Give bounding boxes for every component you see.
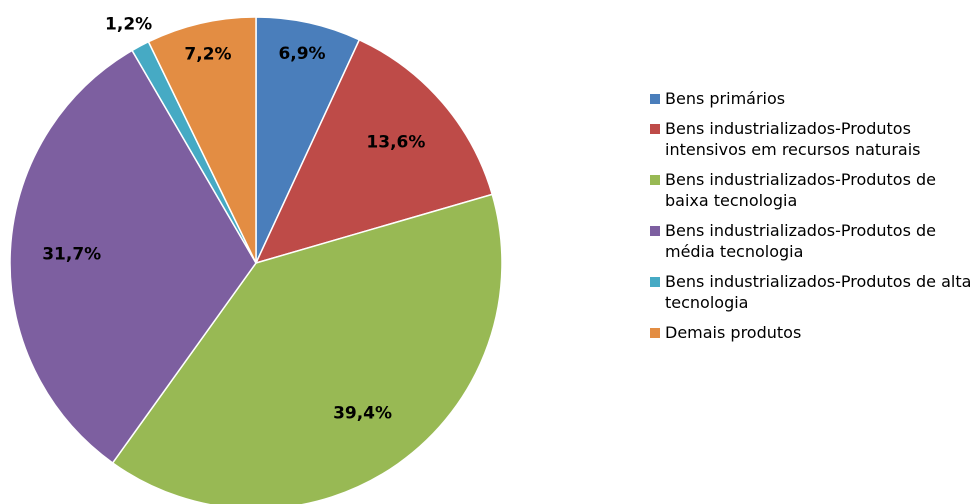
legend-label: Bens industrializados-Produtos de média … [665,221,937,261]
data-label: 39,4% [333,404,392,424]
data-label: 13,6% [366,133,425,153]
data-label: 31,7% [42,244,101,264]
legend-swatch [650,94,660,104]
legend-label: Demais produtos [665,323,802,342]
data-label: 6,9% [278,44,325,64]
legend-label: Bens industrializados-Produtos de alta t… [665,272,972,312]
legend-item: Bens primários [650,88,976,109]
legend-swatch [650,175,660,185]
legend-item: Bens industrializados-Produtos intensivo… [650,118,976,160]
data-label: 1,2% [105,14,152,34]
legend-swatch [650,226,660,236]
legend-swatch [650,124,660,134]
data-label: 7,2% [184,44,231,64]
pie-slice [9,49,257,464]
pie-slice [254,38,494,265]
chart: 6,9% 13,6% 39,4% 31,7% 1,2% 7,2% [9,14,503,504]
legend-item: Demais produtos [650,322,976,343]
legend-swatch [650,328,660,338]
legend-swatch [650,277,660,287]
legend-item: Bens industrializados-Produtos de alta t… [650,271,976,313]
legend-label: Bens industrializados-Produtos intensivo… [665,119,921,159]
pie-slice [255,16,361,264]
legend: Bens primários Bens industrializados-Prod… [650,88,976,343]
pie-slice [111,193,503,504]
pie-slice [147,16,257,264]
legend-item: Bens industrializados-Produtos de baixa … [650,169,976,211]
legend-label: Bens primários [665,89,786,108]
legend-item: Bens industrializados-Produtos de média … [650,220,976,262]
legend-label: Bens industrializados-Produtos de baixa … [665,170,937,210]
